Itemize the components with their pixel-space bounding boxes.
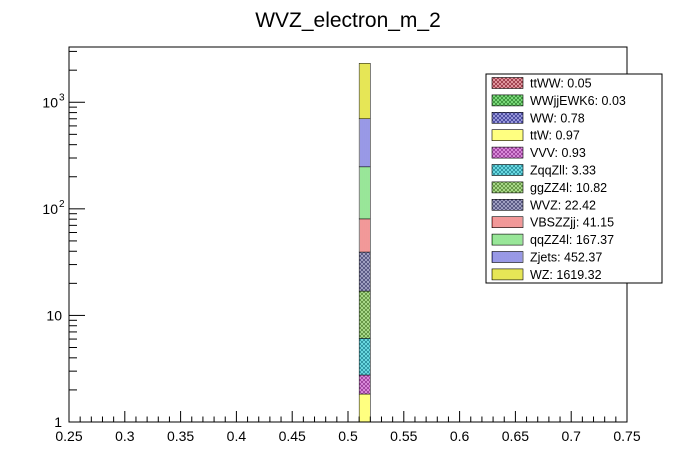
- chart-title: WVZ_electron_m_2: [255, 9, 441, 32]
- x-tick-label: 0.4: [227, 428, 247, 444]
- x-tick-label: 0.5: [338, 428, 358, 444]
- legend-swatch-ggzz4l: [491, 181, 524, 194]
- legend-swatch-ttw: [491, 129, 524, 141]
- bar-segment-wz: [358, 63, 371, 120]
- bar-segment-ttw: [358, 393, 371, 423]
- y-tick-label: 10: [46, 307, 62, 323]
- legend-label-ww: WW: 0.78: [530, 111, 585, 125]
- x-tick-label: 0.55: [390, 428, 417, 444]
- x-tick-label: 0.3: [115, 428, 135, 444]
- legend-swatch-wz: [491, 268, 524, 281]
- legend-label-wvz: WVZ: 22.42: [530, 198, 596, 212]
- y-tick-label: 1: [54, 414, 62, 430]
- bar-segment-vvv: [358, 374, 371, 395]
- legend-swatch-vvv: [491, 146, 524, 159]
- x-tick-label: 0.25: [55, 428, 82, 444]
- bar-segment-wvz: [358, 251, 371, 292]
- legend-label-vbszzjj: VBSZZjj: 41.15: [530, 216, 614, 230]
- legend-label-vvv: VVV: 0.93: [530, 146, 586, 160]
- legend-swatch-wvz: [491, 199, 524, 211]
- legend-swatch-zqqzll: [491, 164, 524, 176]
- bar-segment-vbszzjj: [358, 218, 371, 253]
- x-tick-label: 0.65: [502, 428, 529, 444]
- legend-label-zjets: Zjets: 452.37: [530, 251, 602, 265]
- x-tick-label: 0.35: [167, 428, 194, 444]
- bar-segment-qqzz4l: [358, 166, 371, 220]
- bar-segment-zjets: [358, 118, 371, 168]
- x-tick-label: 0.75: [613, 428, 640, 444]
- legend-box: [485, 73, 663, 284]
- x-tick-label: 0.45: [279, 428, 306, 444]
- legend-swatch-ttww: [491, 77, 524, 89]
- x-tick-label: 0.6: [450, 428, 470, 444]
- legend-swatch-ww: [491, 112, 524, 124]
- histogram-bars: [358, 63, 371, 423]
- y-tick-exponent: 2: [59, 199, 65, 210]
- y-tick-exponent: 3: [59, 92, 65, 103]
- legend-label-ttww: ttWW: 0.05: [530, 77, 592, 91]
- y-tick-label: 10: [42, 201, 58, 217]
- legend-swatch-zjets: [491, 251, 524, 263]
- legend-label-ttw: ttW: 0.97: [530, 129, 580, 143]
- legend-label-wz: WZ: 1619.32: [530, 268, 602, 282]
- legend-label-qqzz4l: qqZZ4l: 167.37: [530, 233, 614, 247]
- legend-label-wwjjewk6: WWjjEWK6: 0.03: [530, 94, 626, 108]
- legend-swatch-wwjjewk6: [491, 94, 524, 107]
- x-tick-label: 0.7: [561, 428, 581, 444]
- bar-segment-ggzz4l: [358, 290, 371, 339]
- legend-swatch-vbszzjj: [491, 216, 524, 228]
- legend-label-ggzz4l: ggZZ4l: 10.82: [530, 181, 607, 195]
- legend-swatch-qqzz4l: [491, 233, 524, 246]
- bar-segment-zqqzll: [358, 338, 371, 376]
- y-tick-label: 10: [42, 94, 58, 110]
- legend-label-zqqzll: ZqqZll: 3.33: [530, 164, 596, 178]
- legend: ttWW: 0.05 WWjjEWK6: 0.03 WW: 0.78 ttW: 0.9…: [485, 73, 663, 284]
- x-axis: 0.25 0.3 0.35 0.4 0.45 0.5 0.55 0.6 0.65 0.7 0.75: [55, 411, 641, 444]
